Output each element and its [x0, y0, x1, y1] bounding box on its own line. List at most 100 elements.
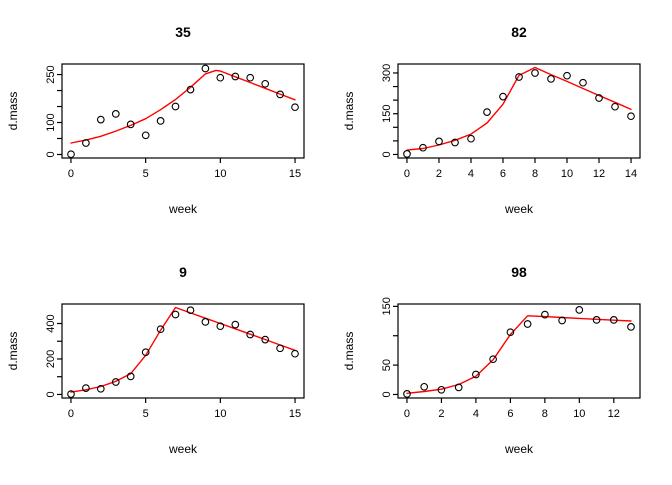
data-point — [506, 328, 515, 337]
fit-line — [406, 315, 632, 395]
x-tick-label: 15 — [289, 168, 301, 180]
plot-98: 98 week d.mass 0 2 4 6 8 10 12 0 50 150 — [342, 264, 641, 456]
y-axis-label: d.mass — [6, 332, 20, 371]
data-point — [82, 384, 90, 392]
data-point — [547, 75, 555, 83]
y-tick-label: 250 — [45, 65, 57, 83]
x-tick-label: 10 — [561, 168, 573, 180]
panel-bottom-left: 9 week d.mass 0 5 10 15 0 200 400 — [0, 240, 336, 480]
data-point — [454, 383, 463, 392]
data-point — [246, 330, 255, 339]
data-point — [201, 318, 210, 326]
x-tick-label: 4 — [468, 168, 474, 180]
data-point — [156, 325, 165, 334]
x-tick-label: 12 — [593, 168, 605, 180]
y-axis-label: d.mass — [6, 92, 20, 131]
x-tick-label: 15 — [289, 408, 301, 420]
panel-title: 35 — [175, 24, 191, 40]
x-axis-label: week — [504, 202, 534, 216]
data-point — [489, 355, 497, 364]
plot-box — [61, 63, 305, 159]
plot-box — [397, 303, 641, 399]
fit-line — [70, 306, 296, 393]
plot-35: 35 week d.mass 0 5 10 15 0 100 250 — [6, 24, 305, 216]
data-point — [595, 94, 603, 102]
data-point — [563, 71, 571, 80]
data-point — [627, 323, 635, 331]
data-point — [472, 370, 480, 379]
y-tick-label: 50 — [381, 359, 393, 371]
x-tick-label: 6 — [507, 408, 513, 420]
data-point — [111, 110, 120, 118]
data-point — [592, 316, 601, 324]
data-point — [627, 112, 635, 121]
plot-82: 82 week d.mass 0 2 4 6 8 10 12 14 0 150 300 — [342, 24, 641, 216]
data-point — [246, 73, 255, 82]
data-point — [186, 85, 195, 94]
panel-title: 82 — [511, 24, 527, 40]
y-tick-label: 300 — [381, 64, 393, 82]
y-tick-label: 100 — [45, 113, 57, 131]
data-point — [611, 102, 619, 111]
x-tick-label: 0 — [404, 408, 410, 420]
x-tick-label: 0 — [404, 168, 410, 180]
data-point — [403, 150, 411, 158]
x-tick-label: 8 — [542, 408, 548, 420]
data-point — [437, 385, 446, 394]
data-point — [609, 316, 618, 324]
y-tick-label: 200 — [45, 350, 57, 368]
data-point — [403, 390, 411, 398]
data-point — [575, 306, 584, 314]
data-point — [499, 92, 507, 101]
data-point — [579, 78, 587, 87]
data-point — [276, 90, 284, 99]
data-point — [141, 131, 150, 140]
data-point — [216, 73, 225, 82]
data-point — [261, 79, 270, 88]
x-tick-label: 8 — [532, 168, 538, 180]
plot-box — [61, 303, 305, 399]
x-tick-label: 0 — [68, 168, 74, 180]
data-point — [435, 137, 443, 146]
panel-title: 98 — [511, 264, 527, 280]
x-tick-label: 2 — [436, 168, 442, 180]
x-tick-label: 6 — [500, 168, 506, 180]
x-tick-label: 10 — [573, 408, 585, 420]
data-point — [111, 378, 120, 386]
x-tick-label: 2 — [438, 408, 444, 420]
panel-top-left: 35 week d.mass 0 5 10 15 0 100 250 — [0, 0, 336, 240]
data-point — [483, 108, 491, 116]
y-axis-label: d.mass — [342, 92, 356, 131]
data-point — [231, 72, 240, 81]
data-point — [420, 382, 429, 391]
fit-line — [406, 66, 632, 151]
data-point — [216, 322, 225, 331]
panel-title: 9 — [179, 264, 187, 280]
x-axis-label: week — [168, 442, 198, 456]
plot-9: 9 week d.mass 0 5 10 15 0 200 400 — [6, 264, 305, 456]
x-tick-label: 0 — [68, 408, 74, 420]
data-point — [96, 115, 105, 124]
data-point — [558, 316, 566, 325]
data-point — [156, 117, 165, 125]
data-point — [291, 103, 299, 112]
fit-line — [70, 69, 296, 144]
y-tick-label: 150 — [381, 297, 393, 315]
data-point — [531, 69, 539, 77]
y-tick-label: 0 — [381, 391, 393, 397]
data-point — [141, 348, 150, 357]
x-tick-label: 10 — [214, 408, 226, 420]
data-point — [126, 120, 135, 129]
data-point — [126, 372, 135, 381]
y-tick-label: 0 — [45, 151, 57, 157]
data-point — [231, 320, 240, 329]
data-point — [291, 349, 299, 358]
x-tick-label: 5 — [143, 408, 149, 420]
y-tick-label: 0 — [45, 391, 57, 397]
data-point — [523, 320, 532, 328]
data-point — [171, 310, 180, 319]
y-tick-label: 400 — [45, 314, 57, 332]
x-axis-label: week — [168, 202, 198, 216]
y-tick-label: 0 — [381, 151, 393, 157]
